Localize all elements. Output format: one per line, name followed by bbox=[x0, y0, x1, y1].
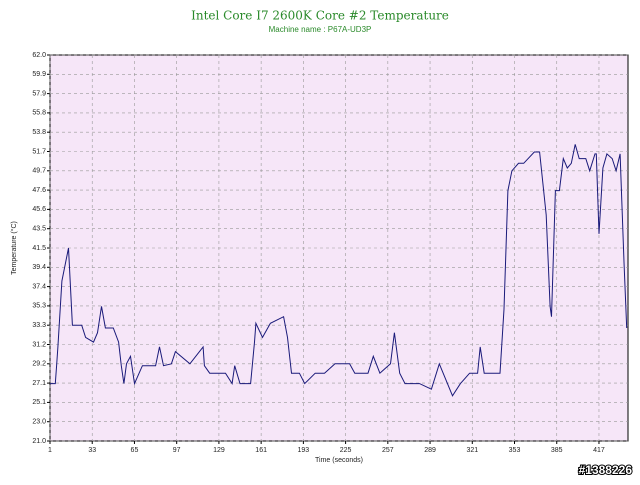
x-tick-label: 385 bbox=[551, 447, 563, 454]
watermark: #1388226 bbox=[579, 463, 633, 477]
y-tick-label: 51.7 bbox=[32, 148, 46, 155]
x-tick-label: 33 bbox=[88, 447, 96, 454]
x-tick-label: 65 bbox=[131, 447, 139, 454]
y-tick-label: 39.4 bbox=[32, 264, 46, 271]
y-tick-label: 29.2 bbox=[32, 361, 46, 368]
x-tick-label: 321 bbox=[466, 447, 478, 454]
y-tick-label: 45.6 bbox=[32, 206, 46, 213]
y-tick-label: 62.0 bbox=[32, 52, 46, 59]
x-axis-label: Time (seconds) bbox=[315, 457, 363, 464]
y-tick-label: 53.8 bbox=[32, 129, 46, 136]
y-tick-label: 33.3 bbox=[32, 322, 46, 329]
y-tick-label: 21.0 bbox=[32, 438, 46, 445]
x-tick-label: 353 bbox=[509, 447, 521, 454]
y-tick-label: 31.2 bbox=[32, 341, 46, 348]
y-tick-label: 37.4 bbox=[32, 283, 46, 290]
y-tick-label: 47.6 bbox=[32, 187, 46, 194]
y-tick-label: 55.8 bbox=[32, 110, 46, 117]
chart-title: Intel Core I7 2600K Core #2 Temperature bbox=[191, 9, 449, 23]
x-tick-label: 257 bbox=[382, 447, 394, 454]
x-tick-label: 161 bbox=[255, 447, 267, 454]
data-line bbox=[50, 144, 628, 397]
x-tick-label: 1 bbox=[48, 447, 52, 454]
chart-subtitle: Machine name : P67A-UD3P bbox=[269, 25, 372, 34]
y-tick-label: 49.7 bbox=[32, 168, 46, 175]
y-tick-label: 25.1 bbox=[32, 399, 46, 406]
y-tick-label: 23.0 bbox=[32, 419, 46, 426]
x-tick-label: 417 bbox=[593, 447, 605, 454]
y-axis-label: Temperature (°C) bbox=[10, 221, 18, 275]
y-tick-label: 35.3 bbox=[32, 303, 46, 310]
y-tick-label: 57.9 bbox=[32, 90, 46, 97]
y-tick-label: 43.5 bbox=[32, 226, 46, 233]
y-tick-label: 59.9 bbox=[32, 71, 46, 78]
x-tick-label: 129 bbox=[213, 447, 225, 454]
y-tick-label: 27.1 bbox=[32, 380, 46, 387]
y-tick-label: 41.5 bbox=[32, 245, 46, 252]
x-tick-label: 193 bbox=[298, 447, 310, 454]
x-tick-label: 289 bbox=[424, 447, 436, 454]
x-tick-label: 225 bbox=[340, 447, 352, 454]
x-tick-label: 97 bbox=[173, 447, 181, 454]
